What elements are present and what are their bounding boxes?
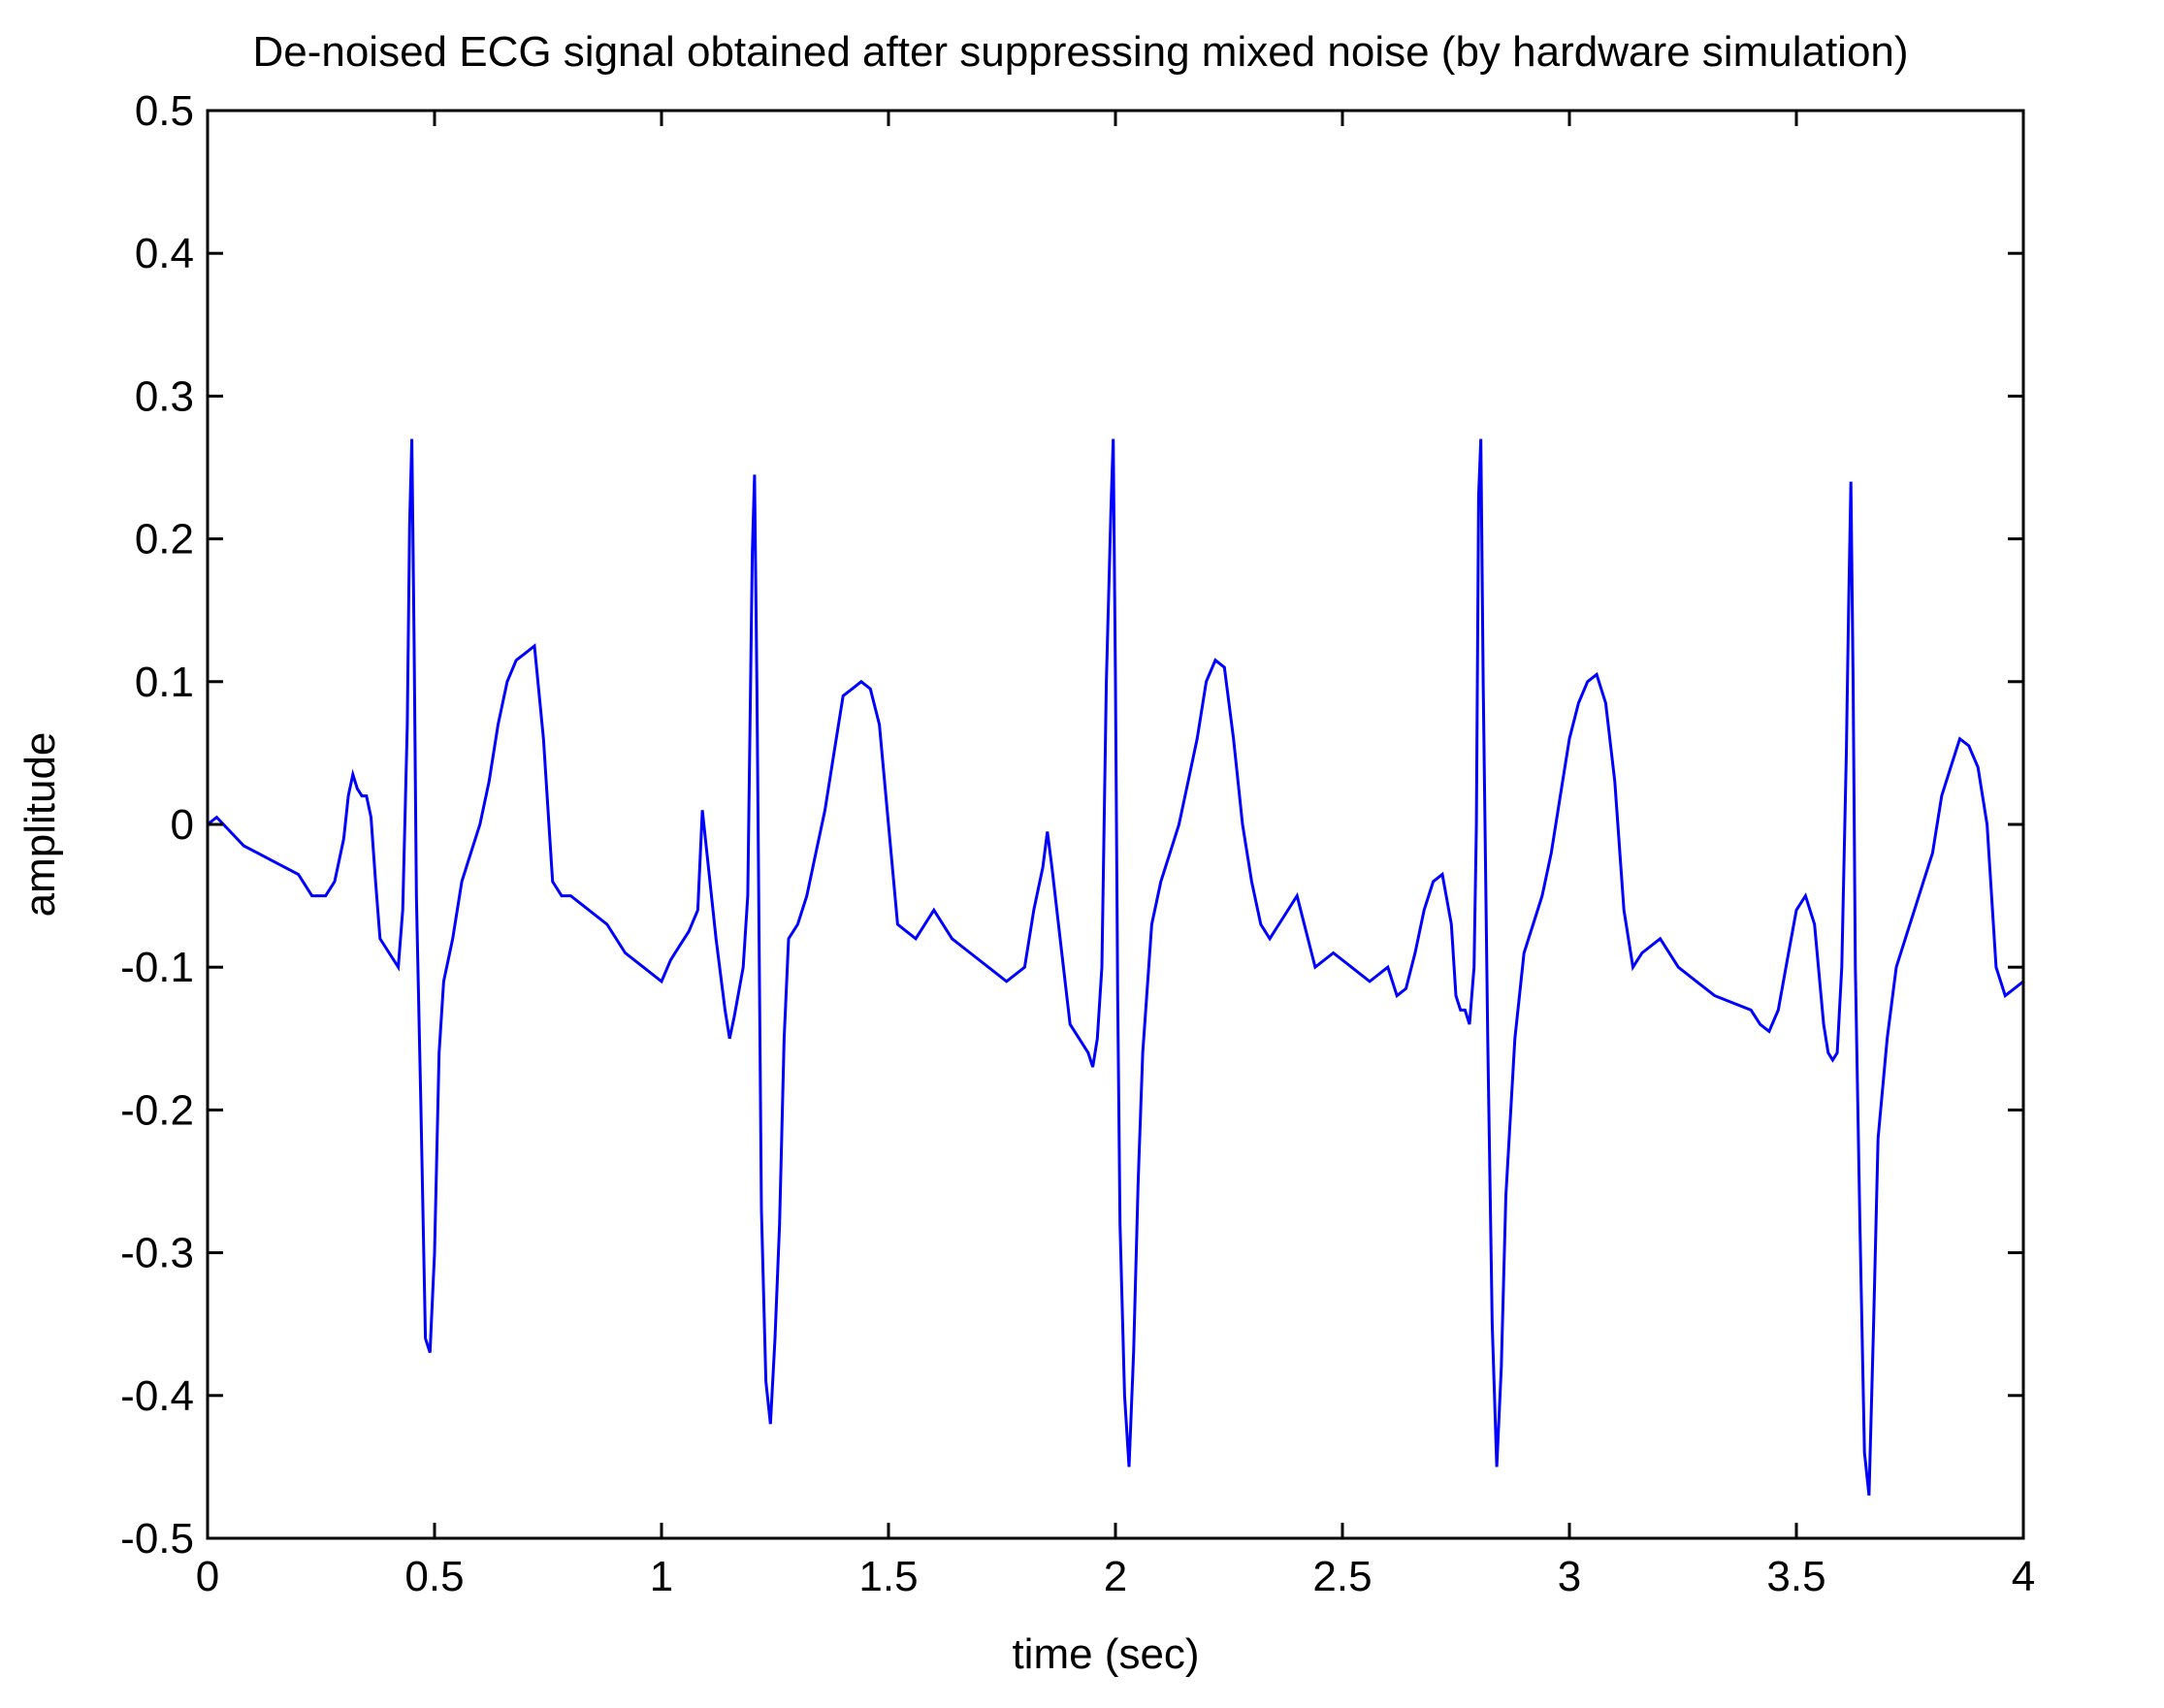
y-tick-label: -0.1 [120, 944, 194, 991]
y-tick-label: 0.5 [135, 87, 194, 135]
x-tick-label: 3 [1558, 1553, 1581, 1600]
y-tick-label: -0.2 [120, 1086, 194, 1134]
x-tick-label: 0 [196, 1553, 219, 1600]
y-tick-label: -0.5 [120, 1515, 194, 1563]
plot-area: 0 0.5 1 1.5 2 2.5 3 3.5 4 0.5 0.4 0.3 0.2 0.1 0 -0.1 -0… [120, 87, 2035, 1600]
series-line-0 [207, 438, 2024, 1496]
x-tick-label: 2.5 [1312, 1553, 1372, 1600]
y-axis-label: amplitude [16, 732, 64, 918]
y-tick-label: -0.4 [120, 1372, 194, 1420]
y-tick-label: 0.1 [135, 659, 194, 706]
y-tick-label: -0.3 [120, 1230, 194, 1277]
x-tick-label: 0.5 [404, 1553, 464, 1600]
x-tick-label: 1 [650, 1553, 673, 1600]
y-tick-label: 0 [171, 801, 194, 849]
x-axis-label: time (sec) [1012, 1630, 1199, 1678]
series-layer [207, 438, 2024, 1496]
y-tick-label: 0.3 [135, 372, 194, 420]
x-tick-label: 4 [2012, 1553, 2035, 1600]
x-tick-label: 2 [1104, 1553, 1127, 1600]
y-tick-label: 0.4 [135, 230, 194, 277]
y-axis: 0.5 0.4 0.3 0.2 0.1 0 -0.1 -0.2 -0.3 -0.4 -0.5 [120, 87, 2023, 1563]
x-tick-label: 3.5 [1766, 1553, 1825, 1600]
chart-title: De-noised ECG signal obtained after supp… [252, 28, 1908, 76]
y-tick-label: 0.2 [135, 516, 194, 564]
x-axis: 0 0.5 1 1.5 2 2.5 3 3.5 4 [196, 111, 2035, 1600]
x-tick-label: 1.5 [858, 1553, 918, 1600]
